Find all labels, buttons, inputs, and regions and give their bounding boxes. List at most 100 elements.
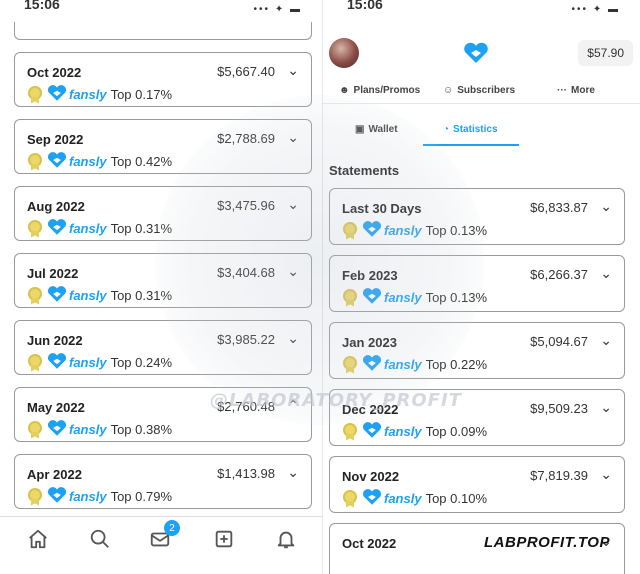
status-time: 15:06 (347, 0, 383, 12)
fansly-heart-icon (47, 352, 67, 373)
brand-name: fansly (69, 489, 107, 504)
status-bar: 15:06 ••• ✦ ▬ (323, 0, 640, 22)
statement-period: Jun 2022 (27, 333, 83, 348)
chevron-down-icon[interactable]: ⌄ (600, 399, 612, 415)
rank-row: fansly Top 0.09% (342, 421, 487, 442)
wallet-tabs: ▣ Wallet ◔ Statistics (323, 116, 640, 146)
statement-amount: $2,788.69 (217, 131, 275, 146)
statement-period: Apr 2022 (27, 467, 82, 482)
rank-row: fansly Top 0.22% (342, 354, 487, 375)
statement-amount: $5,094.67 (530, 334, 588, 349)
rank-percent: Top 0.31% (110, 288, 173, 303)
statement-card[interactable]: Aug 2022 $3,475.96 ⌄ fansly Top 0.31% (14, 186, 312, 241)
creator-tabs: ☻ Plans/Promos ☺ Subscribers ··· More (323, 78, 640, 104)
statement-card[interactable]: May 2022 $2,760.48 ⌃ fansly Top 0.38% (14, 387, 312, 442)
tab-label: Wallet (368, 124, 398, 135)
tab-label: Plans/Promos (353, 85, 421, 96)
rank-percent: Top 0.42% (110, 154, 173, 169)
statement-period: Aug 2022 (27, 199, 85, 214)
statement-card[interactable]: Jan 2023 $5,094.67 ⌄ fansly Top 0.22% (329, 322, 625, 379)
avatar[interactable] (329, 38, 359, 68)
brand-name: fansly (384, 223, 422, 238)
chevron-down-icon[interactable]: ⌄ (287, 62, 299, 78)
chevron-down-icon[interactable]: ⌄ (600, 533, 612, 549)
medal-icon (342, 288, 358, 307)
chevron-down-icon[interactable]: ⌄ (287, 263, 299, 279)
statement-amount: $3,475.96 (217, 198, 275, 213)
chevron-down-icon[interactable]: ⌄ (600, 466, 612, 482)
statement-amount: $9,509.23 (530, 401, 588, 416)
tab-plans-promos[interactable]: ☻ Plans/Promos (339, 85, 420, 96)
statement-card[interactable]: Apr 2022 $1,413.98 ⌄ fansly Top 0.79% (14, 454, 312, 509)
tab-statistics[interactable]: ◔ Statistics (443, 124, 498, 135)
status-bar: 15:06 ••• ✦ ▬ (0, 0, 322, 22)
statement-amount: $2,760.48 (217, 399, 275, 414)
rank-row: fansly Top 0.10% (342, 488, 487, 509)
active-tab-indicator (423, 144, 519, 146)
statement-amount: $5,667.40 (217, 64, 275, 79)
fansly-heart-icon (47, 84, 67, 105)
search-icon[interactable] (86, 525, 114, 553)
status-time: 15:06 (24, 0, 60, 12)
rank-row: fansly Top 0.13% (342, 220, 487, 241)
statement-card[interactable]: Dec 2022 $9,509.23 ⌄ fansly Top 0.09% (329, 389, 625, 446)
chevron-down-icon[interactable]: ⌄ (287, 464, 299, 480)
rank-percent: Top 0.13% (425, 223, 488, 238)
rank-percent: Top 0.13% (425, 290, 488, 305)
tab-subscribers[interactable]: ☺ Subscribers (443, 85, 515, 96)
tab-wallet[interactable]: ▣ Wallet (355, 124, 398, 135)
statement-card[interactable]: Nov 2022 $7,819.39 ⌄ fansly Top 0.10% (329, 456, 625, 513)
messages-icon[interactable] (146, 525, 174, 553)
chevron-down-icon[interactable]: ⌄ (600, 332, 612, 348)
statement-period: Oct 2022 (342, 536, 397, 551)
chevron-down-icon[interactable]: ⌄ (287, 330, 299, 346)
chevron-down-icon[interactable]: ⌄ (287, 129, 299, 145)
statement-card[interactable]: Jul 2022 $3,404.68 ⌄ fansly Top 0.31% (14, 253, 312, 308)
statement-card[interactable]: Oct 2022 ⌄ (329, 523, 625, 574)
users-icon: ☻ (339, 85, 350, 96)
fansly-logo-icon[interactable] (463, 42, 489, 69)
statement-card[interactable]: Sep 2022 $2,788.69 ⌄ fansly Top 0.42% (14, 119, 312, 174)
statement-amount: $1,413.98 (217, 466, 275, 481)
rank-row: fansly Top 0.79% (27, 486, 172, 507)
statement-card[interactable]: Last 30 Days $6,833.87 ⌄ fansly Top 0.13% (329, 188, 625, 245)
rank-row: fansly Top 0.24% (27, 352, 172, 373)
fansly-heart-icon (362, 287, 382, 308)
status-icons: ••• ✦ ▬ (571, 4, 620, 15)
rank-percent: Top 0.17% (110, 87, 173, 102)
brand-name: fansly (384, 491, 422, 506)
medal-icon (27, 219, 43, 238)
statement-period: Jul 2022 (27, 266, 79, 281)
rank-row: fansly Top 0.17% (27, 84, 172, 105)
chevron-down-icon[interactable]: ⌄ (600, 198, 612, 214)
rank-row: fansly Top 0.42% (27, 151, 172, 172)
left-phone-screen: 15:06 ••• ✦ ▬ Oct 2022 $5,667.40 ⌄ fansly To… (0, 0, 322, 553)
rank-percent: Top 0.79% (110, 489, 173, 504)
notifications-icon[interactable] (272, 525, 300, 553)
statement-card[interactable]: Jun 2022 $3,985.22 ⌄ fansly Top 0.24% (14, 320, 312, 375)
fansly-heart-icon (362, 421, 382, 442)
chevron-down-icon[interactable]: ⌄ (600, 265, 612, 281)
fansly-heart-icon (47, 218, 67, 239)
rank-percent: Top 0.38% (110, 422, 173, 437)
medal-icon (27, 85, 43, 104)
tab-more[interactable]: ··· More (557, 85, 595, 96)
home-icon[interactable] (24, 525, 52, 553)
statement-amount: $6,266.37 (530, 267, 588, 282)
app-header: $57.90 (323, 30, 640, 74)
rank-row: fansly Top 0.31% (27, 218, 172, 239)
statement-period: Feb 2023 (342, 268, 398, 283)
wallet-balance[interactable]: $57.90 (578, 40, 633, 66)
statements-title: Statements (329, 163, 400, 178)
ellipsis-icon: ··· (557, 85, 567, 96)
statement-period: May 2022 (27, 400, 85, 415)
statement-card[interactable]: Oct 2022 $5,667.40 ⌄ fansly Top 0.17% (14, 52, 312, 107)
add-post-icon[interactable] (210, 525, 238, 553)
statement-period: Oct 2022 (27, 65, 82, 80)
right-phone-screen: 15:06 ••• ✦ ▬ $57.90 ☻ Plans/Promos ☺ Su… (322, 0, 640, 574)
chevron-down-icon[interactable]: ⌄ (287, 196, 299, 212)
group-icon: ☺ (443, 85, 454, 96)
brand-name: fansly (69, 422, 107, 437)
statement-card[interactable]: Feb 2023 $6,266.37 ⌄ fansly Top 0.13% (329, 255, 625, 312)
chevron-up-icon[interactable]: ⌃ (287, 397, 299, 413)
